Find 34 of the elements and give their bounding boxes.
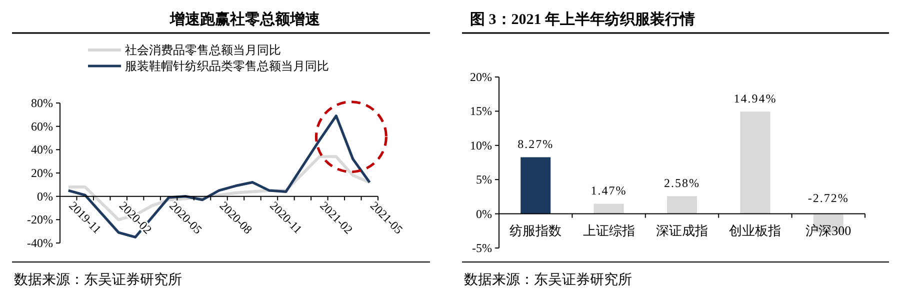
y-tick-label: -40% [27, 236, 53, 250]
y-tick-label: -20% [27, 212, 53, 227]
data-label: 1.47% [590, 184, 627, 198]
y-tick-label: 15% [470, 104, 492, 118]
y-tick-label: 60% [31, 119, 53, 134]
y-tick-label: 20% [470, 70, 492, 84]
x-tick-label: 创业板指 [729, 222, 782, 238]
data-label: 14.94% [734, 92, 777, 106]
line-series [67, 114, 371, 238]
bar [520, 157, 551, 214]
y-tick-label: 5% [476, 172, 492, 187]
bar [666, 196, 698, 214]
bar [740, 112, 770, 214]
y-tick-label: 0% [476, 206, 492, 221]
y-tick-label: 40% [31, 142, 53, 157]
y-tick-label: -5% [472, 241, 492, 255]
y-tick-label: 10% [470, 138, 492, 152]
x-tick-label: 沪深300 [806, 222, 852, 238]
bar [594, 204, 624, 214]
source-note: 数据来源：东吴证券研究所 [464, 272, 632, 288]
data-label: 2.58% [664, 176, 700, 190]
x-tick-label: 上证综指 [582, 222, 635, 238]
y-tick-label: 0% [37, 189, 53, 204]
y-tick-label: 80% [31, 96, 53, 110]
y-tick-label: 20% [31, 166, 53, 180]
chart-title: 增速跑赢社零总额增速 [169, 10, 321, 28]
legend-label: 社会消费品零售总额当月同比 [125, 43, 281, 57]
legend-label: 服装鞋帽针纺织品类零售总额当月同比 [125, 59, 329, 73]
data-label: -2.72% [808, 190, 849, 205]
chart-title: 图 3：2021 年上半年纺织服装行情 [470, 10, 695, 28]
data-label: 8.27% [518, 137, 554, 152]
source-note: 数据来源：东吴证券研究所 [14, 272, 182, 288]
x-tick-label: 纺服指数 [510, 222, 562, 238]
x-tick-label: 深证成指 [656, 222, 708, 238]
